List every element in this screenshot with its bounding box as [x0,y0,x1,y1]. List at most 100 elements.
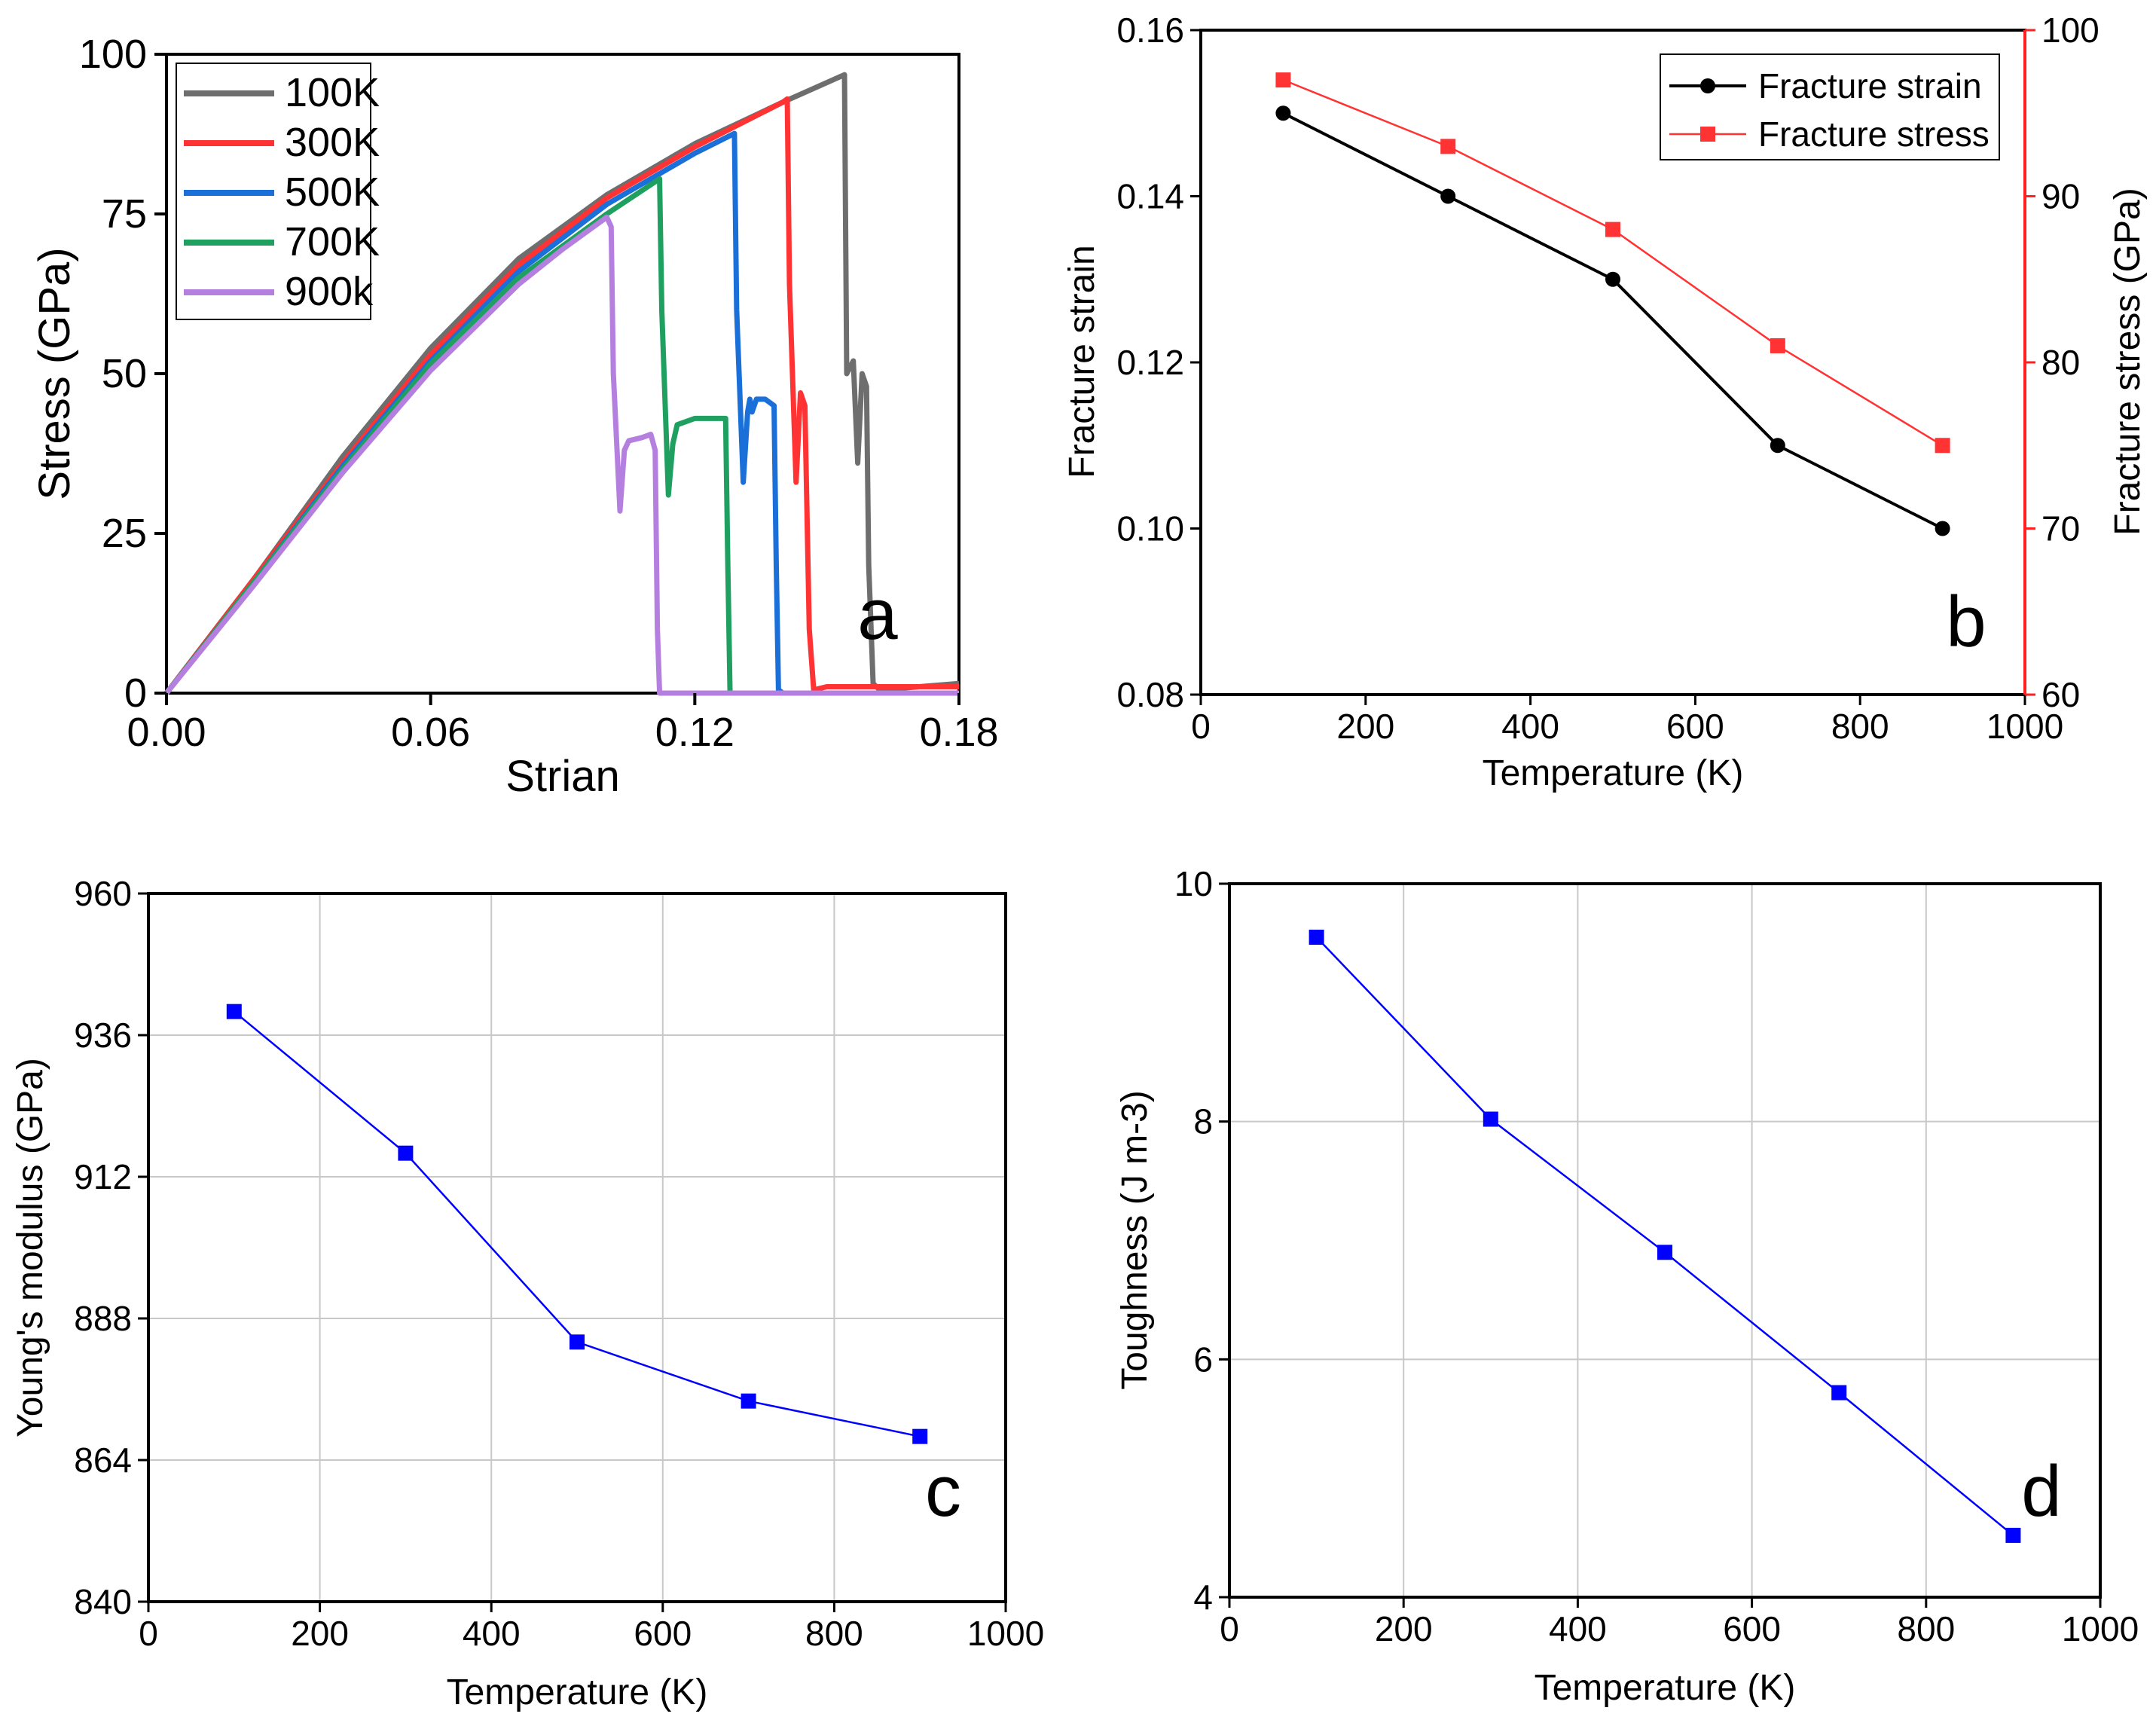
panel-c-x-ticks: 0 200 400 600 800 1000 [139,1602,1044,1653]
panel-c-y-tick-label: 840 [74,1582,132,1621]
panel-c-x-tick-label: 800 [805,1614,863,1653]
panel-a-y-tick-label: 0 [124,671,147,716]
panel-a-x-tick-label: 0.12 [655,710,734,755]
panel-d-plot-frame [1228,882,2102,1599]
panel-d-x-tick-label: 600 [1723,1609,1781,1648]
panel-b-data-point [1440,139,1456,154]
panel-b-x-tick-label: 200 [1336,707,1394,746]
panel-b-data-point [1935,521,1950,536]
panel-b-x-tick-label: 600 [1666,707,1724,746]
panel-b-y-axis-label: Fracture strain [1062,245,1102,478]
panel-d-letter: d [2021,1451,2061,1532]
panel-a-series-line-300K [164,96,959,695]
panel-c-x-tick-label: 1000 [967,1614,1044,1653]
panel-a-x-axis-label: Strian [505,752,620,801]
panel-b-y2-tick-label: 60 [2041,675,2080,714]
panel-a-series-line-500K [164,130,959,696]
panel-c-data-point [226,1004,242,1019]
panel-a-legend-label: 300K [285,120,380,165]
panel-a-series-line-700K [164,176,959,696]
panel-b-y2-axis-label: Fracture stress (GPa) [2108,188,2148,535]
panel-c-y-tick-label: 936 [74,1016,132,1055]
panel-d-data-point [1309,930,1324,945]
panel-b-x-axis-label: Temperature (K) [1483,753,1744,793]
panel-b-series-line [1282,112,1944,530]
panel-d-data-point [2005,1527,2021,1543]
panel-b-fracture-chart: 0 200 400 600 800 1000 0.08 0.10 0.12 0.14 0.16 6… [1062,11,2148,793]
panel-d-x-tick-label: 800 [1897,1609,1955,1648]
panel-c-y-ticks: 840 864 888 912 936 960 [74,874,148,1621]
panel-c-youngs-modulus-chart: 0 200 400 600 800 1000 840 864 888 912 936 960 Tem… [11,874,1044,1712]
panel-b-legend-marker [1700,78,1715,93]
panel-a-y-tick-label: 100 [79,32,147,77]
panel-b-x-tick-label: 1000 [1987,707,2063,746]
panel-d-x-axis-label: Temperature (K) [1535,1668,1796,1708]
panel-b-x-ticks: 0 200 400 600 800 1000 [1191,695,2063,746]
panel-a-y-tick-label: 50 [102,351,147,396]
panel-c-grid [148,893,1006,1602]
panel-a-series-group [164,72,960,696]
panel-b-y2-tick-label: 70 [2041,509,2080,548]
panel-c-y-axis-label: Young's modulus (GPa) [11,1058,50,1437]
panel-d-y-tick-label: 6 [1193,1340,1213,1379]
panel-b-data-point [1275,105,1291,121]
panel-b-y2-tick-label: 100 [2041,11,2100,50]
panel-c-letter: c [925,1451,961,1532]
panel-a-x-tick-label: 0.06 [391,710,470,755]
panel-a-y-tick-label: 25 [102,511,147,556]
panel-c-data-point [741,1393,756,1409]
panel-c-y-tick-label: 888 [74,1299,132,1338]
panel-a-legend-label: 900k [285,269,374,314]
panel-d-series-group [1309,930,2021,1543]
panel-a-y-ticks: 0 25 50 75 100 [79,32,166,716]
panel-c-series-group [226,1004,928,1444]
panel-b-y-ticks: 0.08 0.10 0.12 0.14 0.16 [1116,11,1201,714]
panel-a-letter: a [857,574,898,655]
panel-d-y-ticks: 4 6 8 10 [1174,864,1229,1617]
panel-b-data-point [1770,438,1785,454]
panel-b-data-point [1605,271,1620,287]
panel-d-y-tick-label: 10 [1174,864,1213,903]
panel-b-y2-tick-label: 90 [2041,177,2080,216]
panel-b-legend-label: Fracture strain [1758,66,1982,105]
panel-d-x-tick-label: 1000 [2062,1609,2139,1648]
panel-d-y-tick-label: 8 [1193,1102,1213,1141]
panel-d-data-point [1657,1245,1672,1260]
panel-c-data-point [912,1428,928,1444]
panel-b-series-group [1275,72,1950,536]
panel-a-legend-label: 100K [285,70,380,115]
panel-c-x-tick-label: 200 [291,1614,349,1653]
panel-b-y-tick-label: 0.10 [1116,509,1184,548]
panel-d-series-line [1315,936,2014,1536]
panel-d-x-ticks: 0 200 400 600 800 1000 [1220,1597,2139,1648]
panel-b-y-tick-label: 0.14 [1116,177,1184,216]
panel-a-stress-strain-chart: 0.00 0.06 0.12 0.18 0 25 50 75 100 Strian Stres… [30,32,999,801]
panel-c-x-tick-label: 0 [139,1614,158,1653]
panel-a-legend-label: 700K [285,219,380,264]
panel-d-y-tick-label: 4 [1193,1578,1213,1617]
panel-b-y-tick-label: 0.16 [1116,11,1184,50]
panel-b-y2-ticks: 60 70 80 90 100 [2025,11,2100,714]
panel-b-legend-label: Fracture stress [1758,115,1990,154]
panel-a-x-ticks: 0.00 0.06 0.12 0.18 [127,693,999,755]
panel-a-y-axis-label: Stress (GPa) [30,247,79,499]
panel-c-plot-frame [147,892,1007,1603]
panel-a-series-line-900k [164,214,959,696]
panel-b-data-point [1440,188,1456,204]
panel-d-x-tick-label: 0 [1220,1609,1239,1648]
panel-c-x-tick-label: 600 [634,1614,692,1653]
panel-a-y-tick-label: 75 [102,191,147,237]
panel-c-data-point [398,1145,414,1161]
panel-b-y-tick-label: 0.12 [1116,343,1184,382]
panel-b-data-point [1770,338,1785,353]
panel-a-legend-label: 500K [285,170,380,215]
panel-a-x-tick-label: 0.00 [127,710,206,755]
panel-b-y2-tick-label: 80 [2041,343,2080,382]
panel-b-x-tick-label: 800 [1831,707,1889,746]
panel-d-y-axis-label: Toughness (J m-3) [1115,1090,1155,1389]
panel-d-grid [1229,883,2101,1598]
panel-a-x-tick-label: 0.18 [919,710,998,755]
